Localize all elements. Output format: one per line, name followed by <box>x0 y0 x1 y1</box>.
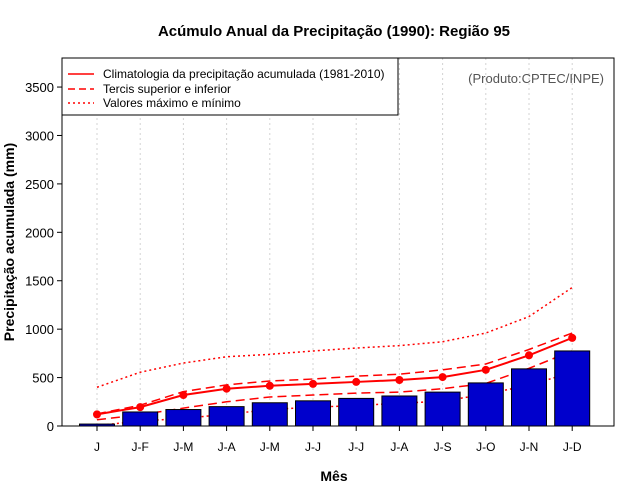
legend-item-extremes: Valores máximo e mínimo <box>103 96 241 110</box>
precipitation-bar <box>511 368 547 427</box>
y-tick-label: 1000 <box>25 322 54 337</box>
chart-title: Acúmulo Anual da Precipitação (1990): Re… <box>158 23 510 40</box>
x-tick-label: J-M <box>260 440 280 454</box>
climatology-point <box>568 333 577 342</box>
x-tick-label: J-N <box>520 440 539 454</box>
climatology-point <box>309 379 317 388</box>
x-tick-label: J-A <box>390 440 408 454</box>
precipitation-bar <box>165 409 202 427</box>
legend-box <box>61 57 399 116</box>
climatology-point <box>395 376 404 384</box>
y-tick-label: 2500 <box>25 177 54 192</box>
climatology-point <box>93 410 101 419</box>
precipitation-bar <box>208 406 245 427</box>
precipitation-bar <box>295 400 331 427</box>
x-tick-label: J-O <box>476 440 495 454</box>
climatology-point <box>352 377 361 386</box>
y-tick-label: 3500 <box>25 80 54 95</box>
climatology-point <box>481 365 490 374</box>
legend-item-terciles: Tercis superior e inferior <box>103 82 231 96</box>
x-tick-label: J-J <box>348 440 364 454</box>
precipitation-bar <box>554 350 591 427</box>
y-tick-label: 500 <box>32 371 54 386</box>
x-tick-label: J-D <box>563 440 582 454</box>
maximum-line <box>96 286 573 388</box>
precipitation-bar <box>467 382 504 427</box>
x-axis: J J-F J-M J-A J-M J-J J-J J-A J-S J-O J-N J-D <box>94 426 582 454</box>
climatology-line <box>93 333 577 419</box>
y-tick-label: 3000 <box>25 128 54 143</box>
x-tick-label: J-M <box>173 440 193 454</box>
y-tick-label: 2000 <box>25 225 54 240</box>
tercile-and-extreme-lines <box>96 286 573 427</box>
legend-item-climatology: Climatologia da precipitação acumulada (… <box>103 67 385 81</box>
y-axis-title: Precipitação acumulada (mm) <box>1 143 17 341</box>
climatology-point <box>222 384 231 393</box>
precipitation-bar <box>381 395 418 427</box>
precipitation-bar <box>338 397 375 427</box>
y-tick-label: 0 <box>47 419 54 434</box>
x-tick-label: J-A <box>218 440 236 454</box>
climatology-line-path <box>96 336 573 416</box>
climatology-point <box>438 373 447 382</box>
accumulated-precipitation-bars <box>79 350 591 427</box>
x-tick-label: J-S <box>434 440 452 454</box>
y-axis: 0 500 1000 1500 2000 2500 3000 3500 <box>25 80 62 434</box>
x-tick-label: J <box>94 440 100 454</box>
credit-text: (Produto:CPTEC/INPE) <box>468 71 604 86</box>
precipitation-bar <box>251 402 288 427</box>
lower-tercile-line <box>96 350 573 421</box>
climatology-point <box>525 351 533 360</box>
y-tick-label: 1500 <box>25 274 54 289</box>
legend: Climatologia da precipitação acumulada (… <box>61 57 399 116</box>
upper-tercile-line <box>96 332 573 415</box>
climatology-point <box>136 403 145 412</box>
grid-lines <box>96 58 573 426</box>
x-tick-label: J-F <box>132 440 149 454</box>
climatology-point <box>265 381 274 390</box>
precipitation-bar <box>424 391 461 427</box>
precipitation-bar <box>122 411 159 427</box>
x-tick-label: J-J <box>305 440 321 454</box>
x-axis-title: Mês <box>320 468 347 484</box>
climatology-point <box>179 391 188 400</box>
